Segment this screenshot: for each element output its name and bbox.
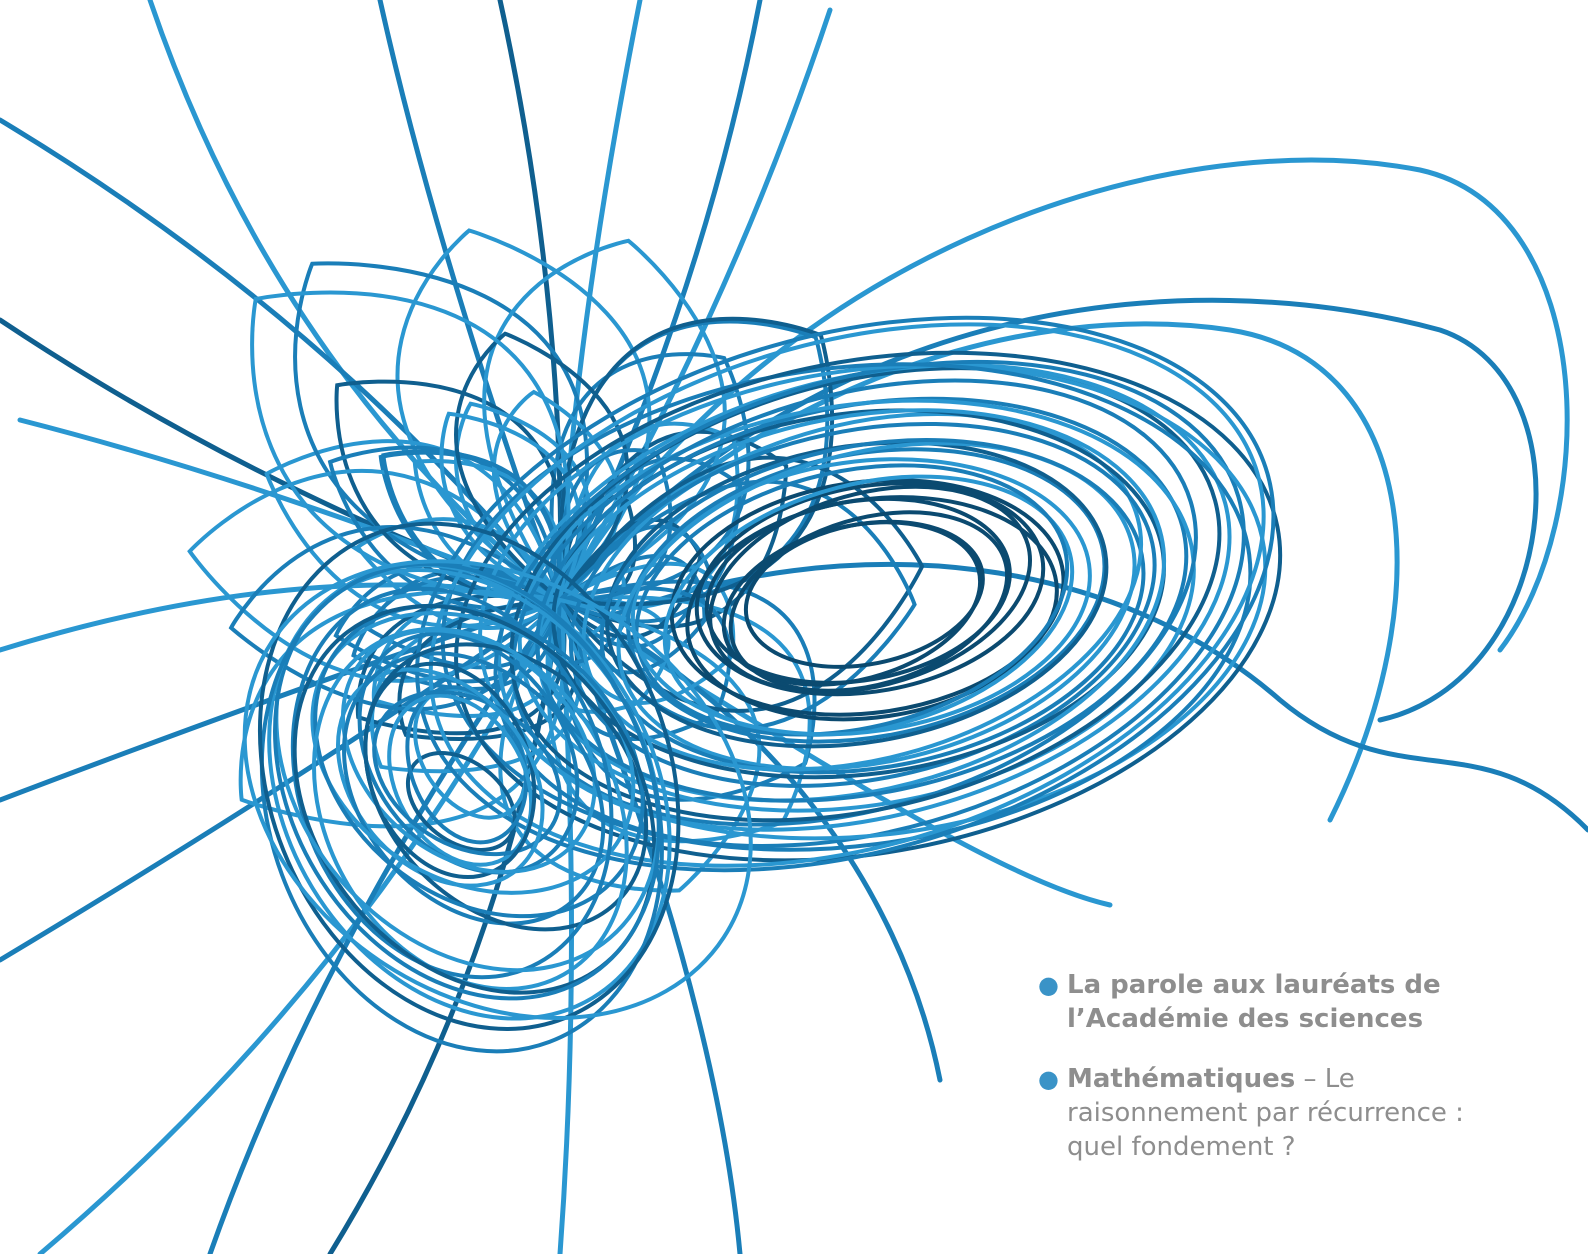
bullet-item-laureats[interactable]: ● La parole aux lauréats de l’Académie d… (1038, 968, 1558, 1036)
bullet-list: ● La parole aux lauréats de l’Académie d… (1038, 968, 1558, 1164)
wire-lower-loop (357, 631, 580, 875)
bullet-dot-icon: ● (1038, 971, 1059, 999)
bullet-line: l’Académie des sciences (1067, 1004, 1424, 1034)
wire-arc (597, 562, 1588, 833)
wire-lower-loop (242, 559, 753, 1021)
wire-loop (395, 228, 652, 602)
wire-lower-loop (387, 693, 534, 867)
bullet-dot-icon: ● (1038, 1065, 1059, 1093)
wire-lower-loop (405, 751, 517, 852)
wire-loop (370, 598, 582, 774)
wire-strand (557, 0, 763, 603)
wire-loop (228, 525, 562, 712)
wire-lower-loop (405, 685, 529, 845)
wire-loop (397, 598, 580, 741)
wire-arc (557, 157, 1570, 653)
wire-lower-loop (341, 628, 597, 874)
wire-loop (454, 401, 592, 602)
wire-strand (147, 0, 563, 603)
wire-loop (334, 379, 567, 602)
wire-vortex-loop (616, 441, 1137, 771)
bullet-topic: Mathématiques (1067, 1064, 1296, 1094)
bullet-line: quel fondement ? (1067, 1132, 1296, 1162)
wire-loop (558, 455, 925, 713)
bullet-line: Le (1324, 1064, 1355, 1094)
wire-vortex-loop (708, 484, 1032, 695)
bullet-separator: – (1295, 1064, 1325, 1094)
bullet-item-mathematiques[interactable]: ● Mathématiques – Le raisonnement par ré… (1038, 1062, 1558, 1164)
wire-vortex-loop (694, 481, 1046, 697)
wire-loop (439, 411, 582, 602)
wire-loop (454, 331, 630, 602)
wire-vortex-loop (685, 495, 1059, 722)
bullet-line: La parole aux lauréats de (1067, 970, 1441, 1000)
wire-vortex-loop (440, 362, 1253, 852)
wire-strand (557, 597, 743, 1254)
wire-vortex-loop (662, 474, 1075, 737)
wire-lower-loop (313, 603, 645, 919)
wire-vortex-loop (581, 411, 1144, 772)
wire-vortex-loop (478, 363, 1268, 841)
wire-loop (549, 352, 751, 602)
wire-vortex-loop (509, 366, 1222, 823)
wire-lower-loop (372, 690, 562, 857)
bullet-first-line: Mathématiques – Le (1067, 1062, 1558, 1096)
wire-loop (482, 238, 727, 602)
wire-lower-loop (259, 562, 664, 1054)
wire-loop (250, 290, 571, 602)
wire-vortex-loop (428, 322, 1266, 868)
bullet-line: raisonnement par récurrence : (1067, 1098, 1464, 1128)
wire-vortex-loop (415, 315, 1276, 873)
